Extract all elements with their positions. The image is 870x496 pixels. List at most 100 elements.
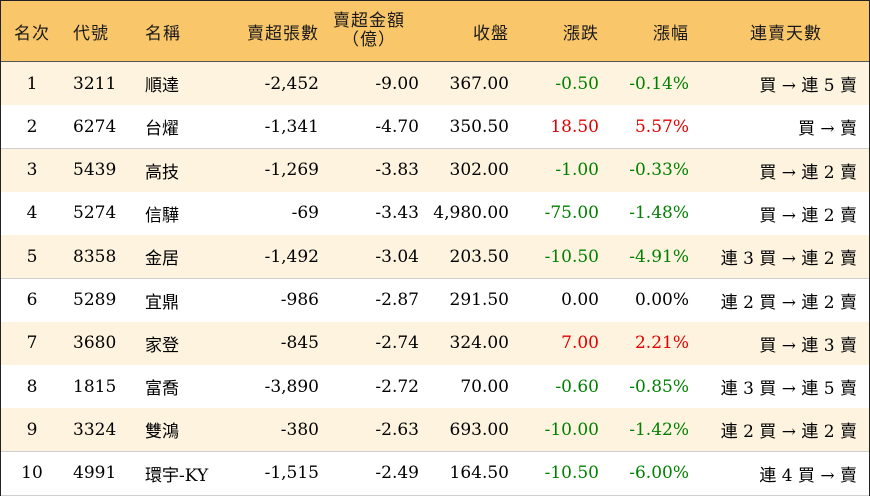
change-cell: -10.50 — [544, 246, 599, 267]
header-sell-streak: 連賣天數 — [750, 23, 822, 44]
rank-cell: 1 — [26, 73, 38, 94]
change-pct-cell: 2.21% — [634, 333, 689, 354]
change-pct-cell: -4.91% — [629, 246, 689, 267]
code-cell: 5289 — [73, 290, 117, 310]
rank-cell: 7 — [26, 333, 38, 354]
close-cell: 693.00 — [449, 419, 509, 440]
net-sell-shares-cell: -3,890 — [264, 376, 319, 397]
close-cell: 291.50 — [449, 290, 509, 310]
close-cell: 70.00 — [460, 376, 509, 397]
change-cell: -75.00 — [544, 203, 599, 224]
code-cell: 3324 — [73, 419, 117, 440]
name-cell: 順達 — [145, 76, 179, 96]
net-sell-shares-cell: -1,492 — [264, 246, 319, 267]
name-cell: 信驊 — [145, 205, 179, 226]
name-cell: 宜鼎 — [145, 292, 179, 313]
table-row: 10 4991 環宇-KY -1,515 -2.49 164.50 -10.50 -6.00%… — [1, 451, 869, 496]
table-row: 9 3324 雙鴻 -380 -2.63 693.00 -10.00 -1.42% 連 2 買 … — [1, 408, 869, 453]
net-sell-amount-cell: -2.63 — [375, 419, 419, 440]
code-cell: 4991 — [73, 463, 117, 484]
table-row: 2 6274 台燿 -1,341 -4.70 350.50 18.50 5.57% 買 → 賣 — [1, 105, 869, 150]
name-cell: 環宇-KY — [145, 465, 209, 486]
net-sell-shares-cell: -845 — [280, 333, 319, 354]
change-cell: -10.00 — [544, 419, 599, 440]
net-sell-amount-cell: -3.43 — [375, 203, 419, 224]
name-cell: 富喬 — [145, 379, 179, 400]
close-cell: 4,980.00 — [433, 203, 509, 224]
net-sell-shares-cell: -1,269 — [264, 160, 319, 181]
header-rank: 名次 — [14, 23, 50, 44]
sell-streak-cell: 買 → 連 2 賣 — [759, 162, 857, 183]
name-cell: 金居 — [145, 249, 179, 270]
net-sell-shares-cell: -2,452 — [264, 73, 319, 94]
change-cell: -1.00 — [555, 160, 599, 181]
change-pct-cell: -6.00% — [629, 463, 689, 484]
table-header: 名次 代號 名稱 賣超張數 賣超金額 （億） 收盤 漲跌 漲幅 連賣天數 — [1, 1, 869, 62]
change-pct-cell: -1.48% — [629, 203, 689, 224]
sell-streak-cell: 連 2 買 → 連 2 賣 — [720, 292, 857, 313]
close-cell: 367.00 — [449, 73, 509, 94]
rank-cell: 8 — [26, 376, 38, 397]
name-cell: 家登 — [145, 335, 179, 356]
rank-cell: 3 — [26, 160, 38, 181]
close-cell: 350.50 — [449, 116, 509, 137]
sell-streak-cell: 買 → 連 5 賣 — [759, 76, 857, 96]
net-sell-amount-cell: -3.04 — [375, 246, 419, 267]
code-cell: 5274 — [73, 203, 117, 224]
rank-cell: 9 — [26, 419, 38, 440]
change-pct-cell: -0.14% — [629, 73, 689, 94]
net-sell-shares-cell: -380 — [280, 419, 319, 440]
header-close: 收盤 — [473, 23, 509, 44]
net-sell-amount-cell: -2.87 — [375, 290, 419, 310]
header-net-sell-shares: 賣超張數 — [247, 23, 319, 44]
code-cell: 8358 — [73, 246, 117, 267]
change-cell: 18.50 — [550, 116, 599, 137]
change-cell: -0.60 — [555, 376, 599, 397]
change-pct-cell: -1.42% — [629, 419, 689, 440]
code-cell: 3211 — [73, 73, 117, 94]
net-sell-amount-cell: -2.49 — [375, 463, 419, 484]
net-sell-shares-cell: -1,515 — [264, 463, 319, 484]
table-row: 5 8358 金居 -1,492 -3.04 203.50 -10.50 -4.91% 連 3 … — [1, 235, 869, 280]
code-cell: 1815 — [73, 376, 117, 397]
sell-streak-cell: 買 → 連 2 賣 — [759, 205, 857, 226]
rank-cell: 5 — [26, 246, 38, 267]
change-pct-cell: -0.85% — [629, 376, 689, 397]
code-cell: 3680 — [73, 333, 117, 354]
net-sell-amount-cell: -2.72 — [375, 376, 419, 397]
name-cell: 台燿 — [145, 119, 179, 140]
sell-streak-cell: 連 3 買 → 連 2 賣 — [720, 249, 857, 270]
net-sell-amount-cell: -2.74 — [375, 333, 419, 354]
sell-streak-cell: 買 → 連 3 賣 — [759, 335, 857, 356]
sell-streak-cell: 連 3 買 → 連 5 賣 — [720, 379, 857, 400]
code-cell: 6274 — [73, 116, 117, 137]
header-change: 漲跌 — [563, 23, 599, 44]
net-sell-amount-cell: -4.70 — [375, 116, 419, 137]
close-cell: 203.50 — [449, 246, 509, 267]
name-cell: 高技 — [145, 162, 179, 183]
change-cell: -10.50 — [544, 463, 599, 484]
change-pct-cell: 5.57% — [634, 116, 689, 137]
table-row: 6 5289 宜鼎 -986 -2.87 291.50 0.00 0.00% 連 2 買 → 連… — [1, 278, 869, 323]
rank-cell: 2 — [26, 116, 38, 137]
rank-cell: 10 — [21, 463, 43, 484]
header-code: 代號 — [73, 23, 109, 44]
net-sell-shares-cell: -69 — [291, 203, 319, 224]
close-cell: 324.00 — [449, 333, 509, 354]
change-cell: -0.50 — [555, 73, 599, 94]
sell-streak-cell: 連 4 買 → 賣 — [759, 465, 857, 486]
change-pct-cell: -0.33% — [629, 160, 689, 181]
net-sell-amount-cell: -3.83 — [375, 160, 419, 181]
table-row: 4 5274 信驊 -69 -3.43 4,980.00 -75.00 -1.48% 買 → 連… — [1, 191, 869, 236]
change-pct-cell: 0.00% — [634, 290, 689, 310]
table-row: 3 5439 高技 -1,269 -3.83 302.00 -1.00 -0.33% 買 → 連… — [1, 148, 869, 193]
rank-cell: 4 — [26, 203, 38, 224]
change-cell: 0.00 — [561, 290, 599, 310]
change-cell: 7.00 — [561, 333, 599, 354]
table-row: 7 3680 家登 -845 -2.74 324.00 7.00 2.21% 買 → 連 3 賣 — [1, 321, 869, 366]
net-sell-amount-cell: -9.00 — [375, 73, 419, 94]
header-net-sell-amount: 賣超金額 （億） — [319, 1, 419, 61]
header-name: 名稱 — [145, 23, 181, 44]
header-change-pct: 漲幅 — [653, 23, 689, 44]
